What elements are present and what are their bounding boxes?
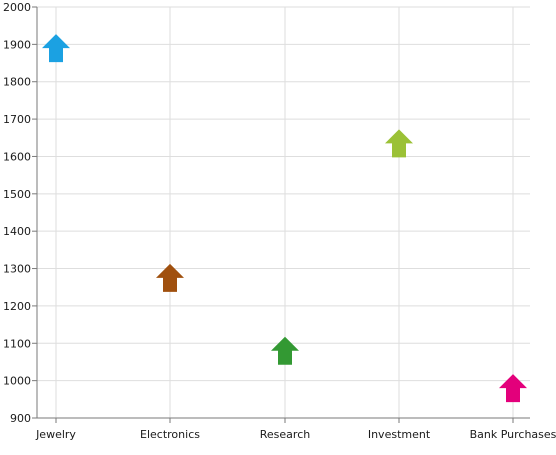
y-tick-label: 1800 xyxy=(3,76,31,89)
y-tick-label: 1200 xyxy=(3,300,31,313)
y-axis-ticks: 900 1000 1100 1200 1300 1400 1500 1600 1700 1800 1… xyxy=(3,1,37,425)
x-tick-label: Jewelry xyxy=(35,428,76,441)
arrow-up-marker[interactable] xyxy=(42,34,70,63)
data-markers xyxy=(42,34,527,403)
x-axis-ticks: Jewelry Electronics Research Investment Bank… xyxy=(35,418,556,441)
x-tick-label: Investment xyxy=(368,428,431,441)
arrow-up-marker[interactable] xyxy=(156,263,184,292)
y-tick-label: 2000 xyxy=(3,1,31,14)
x-tick-label: Bank Purchases xyxy=(470,428,556,441)
y-tick-label: 900 xyxy=(10,412,31,425)
y-tick-label: 1400 xyxy=(3,225,31,238)
y-tick-label: 1900 xyxy=(3,38,31,51)
x-tick-label: Research xyxy=(260,428,310,441)
y-tick-label: 1600 xyxy=(3,150,31,163)
arrow-up-marker[interactable] xyxy=(385,129,413,158)
arrow-up-marker[interactable] xyxy=(271,336,299,365)
y-tick-label: 1100 xyxy=(3,337,31,350)
x-tick-label: Electronics xyxy=(140,428,200,441)
y-tick-label: 1500 xyxy=(3,188,31,201)
y-tick-label: 1300 xyxy=(3,263,31,276)
y-tick-label: 1000 xyxy=(3,375,31,388)
y-tick-label: 1700 xyxy=(3,113,31,126)
arrow-up-marker[interactable] xyxy=(499,374,527,403)
axes xyxy=(36,7,530,419)
